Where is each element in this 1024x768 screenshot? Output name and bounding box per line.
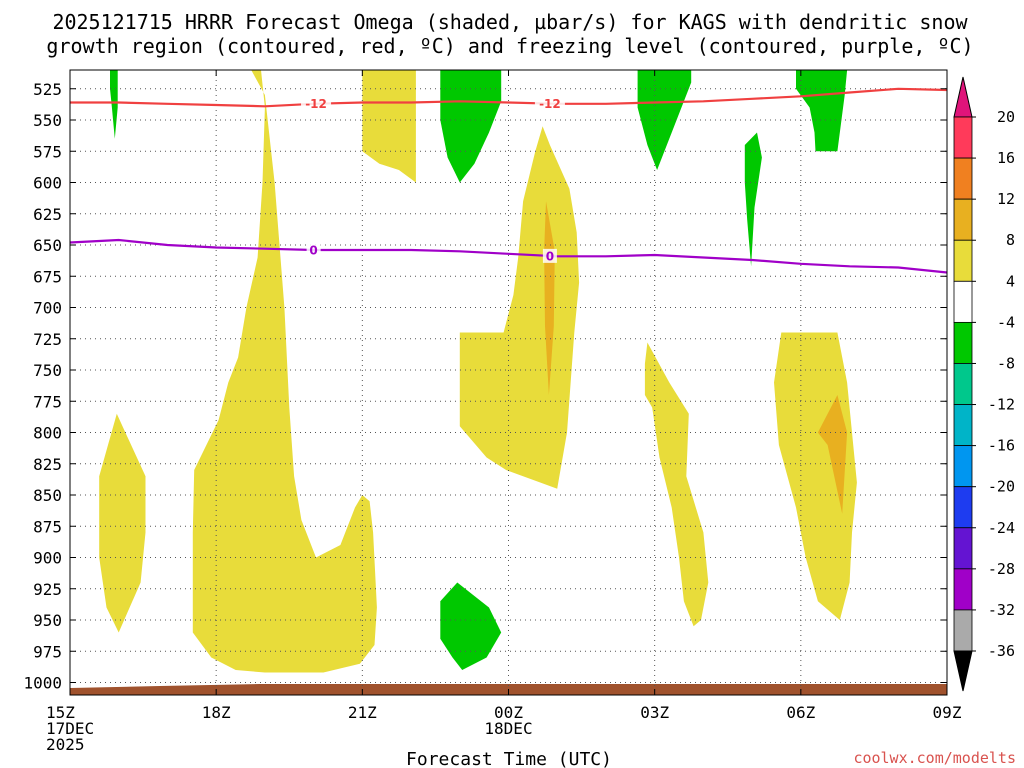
colorbar-segment-9 <box>953 486 973 529</box>
ytick-label-1000: 1000 <box>23 674 62 693</box>
colorbar-segment-8 <box>953 445 973 488</box>
colorbar-label-13: -36 <box>988 642 1015 660</box>
omega-region-12 <box>817 395 848 514</box>
colorbar-label-11: -28 <box>988 560 1015 578</box>
ytick-label-925: 925 <box>33 580 62 599</box>
ytick-label-750: 750 <box>33 361 62 380</box>
contour-lines: -12 -12 0 0 <box>69 87 948 274</box>
ytick-label-950: 950 <box>33 611 62 630</box>
dgz-minus12-label-1: -12 <box>539 97 561 111</box>
xtick-label-1-0: 18Z <box>202 703 231 722</box>
omega-region-0 <box>110 70 118 139</box>
chart-title-line-1: 2025121715 HRRR Forecast Omega (shaded, … <box>52 10 968 34</box>
colorbar-label-1: 16 <box>997 149 1015 167</box>
omega-region-2 <box>362 70 416 183</box>
colorbar-label-12: -32 <box>988 601 1015 619</box>
omega-colorbar: 20 16 12 8 4 -4 -8 -12 -16 -20 -24 -28 -32 -36 <box>953 76 1015 692</box>
colorbar-segment-0 <box>953 116 973 159</box>
grid-lines <box>70 70 947 695</box>
ytick-label-825: 825 <box>33 455 62 474</box>
colorbar-label-10: -24 <box>988 519 1015 537</box>
xtick-label-5-0: 06Z <box>786 703 815 722</box>
xtick-label-4-0: 03Z <box>640 703 669 722</box>
colorbar-label-5: -4 <box>997 313 1015 331</box>
colorbar-label-6: -8 <box>997 354 1015 372</box>
colorbar-label-4: 4 <box>1006 272 1015 290</box>
freezing-level-0-label-1: 0 <box>546 249 554 263</box>
omega-region-3 <box>440 70 502 183</box>
dgz-minus12-label-0: -12 <box>305 97 327 111</box>
ytick-label-650: 650 <box>33 236 62 255</box>
x-axis-label: Forecast Time (UTC) <box>406 749 612 768</box>
dgz-minus12-label-bg-0 <box>301 96 332 111</box>
ytick-label-550: 550 <box>33 111 62 130</box>
ytick-label-875: 875 <box>33 517 62 536</box>
colorbar-label-2: 12 <box>997 190 1015 208</box>
ytick-label-600: 600 <box>33 174 62 193</box>
ytick-label-850: 850 <box>33 486 62 505</box>
omega-region-8 <box>459 126 580 489</box>
ytick-label-800: 800 <box>33 424 62 443</box>
pressure-axis: 525 550 575 600 625 650 675 700 725 750 775 800 825 8… <box>23 80 947 693</box>
colorbar-segment-6 <box>953 363 973 405</box>
colorbar-bottom-arrow <box>953 650 973 692</box>
omega-region-5 <box>796 70 848 152</box>
omega-region-1 <box>192 70 377 673</box>
freezing-level-0-label-bg-1 <box>542 248 557 263</box>
colorbar-segment-5 <box>953 321 973 364</box>
chart-title-line-2: growth region (contoured, red, ºC) and f… <box>46 34 973 58</box>
ytick-label-625: 625 <box>33 205 62 224</box>
colorbar-label-9: -20 <box>988 478 1015 496</box>
colorbar-label-0: 20 <box>997 108 1015 126</box>
colorbar-segment-11 <box>953 568 973 611</box>
omega-region-7 <box>99 413 146 633</box>
omega-region-13 <box>440 582 502 670</box>
ytick-label-975: 975 <box>33 642 62 661</box>
ytick-label-775: 775 <box>33 392 62 411</box>
omega-region-6 <box>744 132 762 267</box>
xtick-label-3-0: 00Z <box>494 703 523 722</box>
colorbar-segment-2 <box>953 198 973 241</box>
xtick-label-6-0: 09Z <box>933 703 962 722</box>
freezing-level-0-label-bg-0 <box>306 243 321 257</box>
dgz-minus12-line <box>70 87 948 108</box>
xtick-label-0-0: 15Z <box>46 703 75 722</box>
freezing-level-0-line <box>69 238 948 274</box>
colorbar-label-3: 8 <box>1006 231 1015 249</box>
omega-region-10 <box>644 342 709 627</box>
xtick-label-0-1: 17DEC <box>46 719 94 738</box>
colorbar-label-8: -16 <box>988 437 1015 455</box>
watermark: coolwx.com/modelts <box>853 749 1016 767</box>
omega-shading <box>99 70 857 673</box>
ytick-label-575: 575 <box>33 142 62 161</box>
ytick-label-725: 725 <box>33 330 62 349</box>
colorbar-label-7: -12 <box>988 396 1015 414</box>
xtick-label-2-0: 21Z <box>348 703 377 722</box>
ytick-label-675: 675 <box>33 267 62 286</box>
colorbar-segment-12 <box>953 609 973 652</box>
colorbar-segment-10 <box>953 527 973 570</box>
omega-region-4 <box>637 70 692 170</box>
freezing-level-0-label-0: 0 <box>309 244 317 258</box>
colorbar-segment-4 <box>953 280 973 323</box>
colorbar-segment-3 <box>953 239 973 282</box>
xtick-label-3-1: 18DEC <box>484 719 532 738</box>
dgz-minus12-label-bg-1 <box>534 96 565 111</box>
xtick-label-0-2: 2025 <box>46 735 85 754</box>
colorbar-segment-1 <box>953 157 973 200</box>
ytick-label-700: 700 <box>33 299 62 318</box>
ytick-label-525: 525 <box>33 80 62 99</box>
colorbar-segment-7 <box>953 404 973 447</box>
ytick-label-900: 900 <box>33 549 62 568</box>
